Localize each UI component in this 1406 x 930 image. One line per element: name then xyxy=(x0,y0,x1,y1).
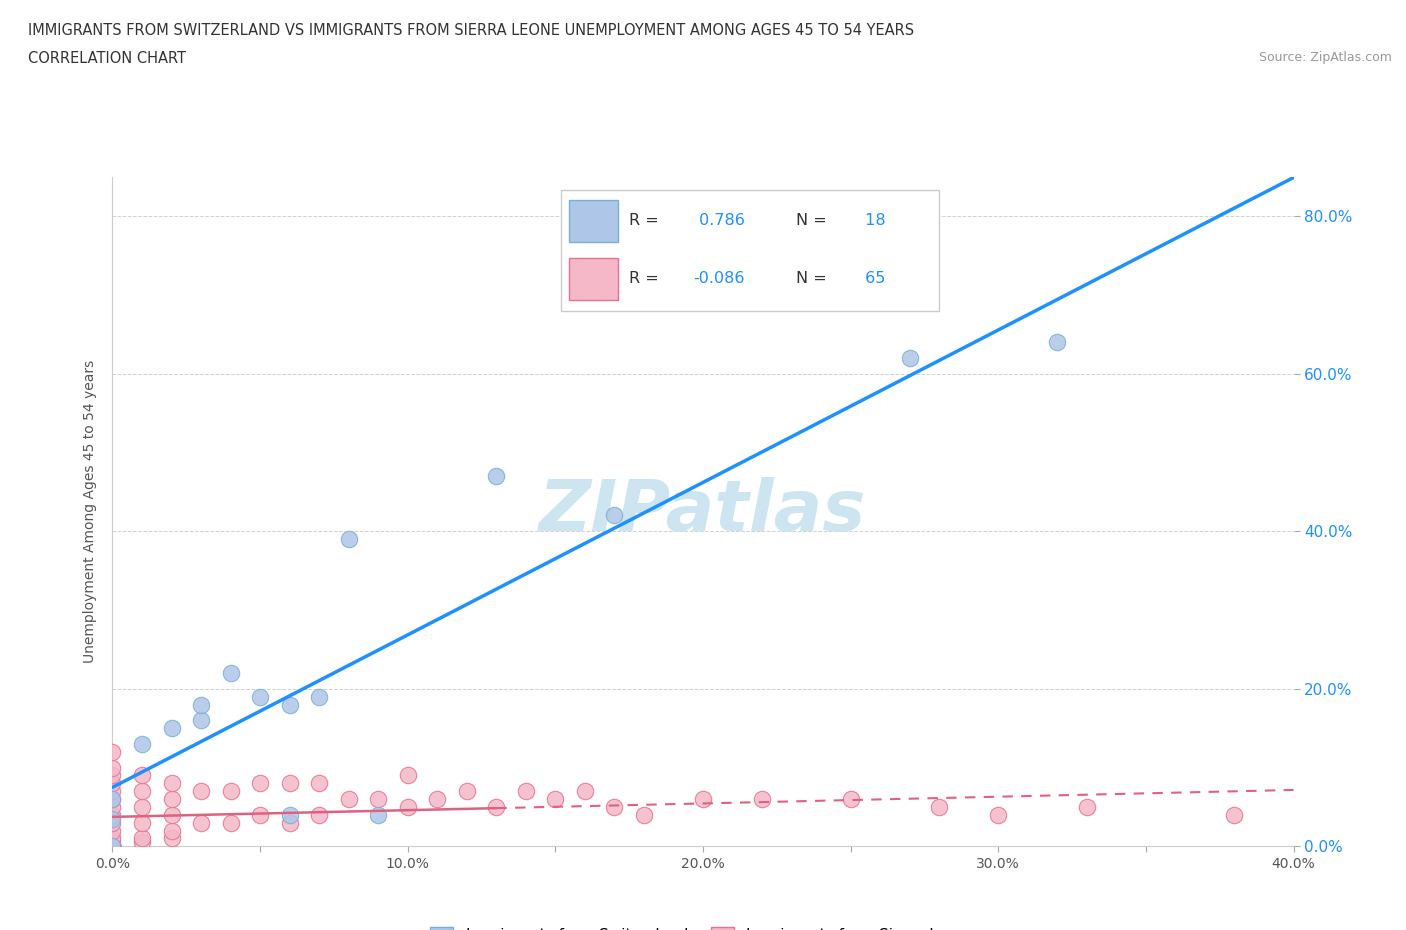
Point xyxy=(633,807,655,822)
Point xyxy=(101,839,124,854)
Point xyxy=(839,791,862,806)
Point xyxy=(485,800,508,815)
Point xyxy=(751,791,773,806)
Point xyxy=(131,784,153,799)
Point xyxy=(396,768,419,783)
Point xyxy=(308,807,330,822)
Point xyxy=(101,839,124,854)
Point xyxy=(101,839,124,854)
Point xyxy=(603,508,626,523)
Point xyxy=(603,800,626,815)
Point xyxy=(337,532,360,547)
Point xyxy=(101,791,124,806)
Point xyxy=(367,807,389,822)
Point xyxy=(101,768,124,783)
Point xyxy=(131,835,153,850)
Point xyxy=(219,666,242,681)
Point xyxy=(101,791,124,806)
Point xyxy=(278,807,301,822)
Point xyxy=(101,839,124,854)
Point xyxy=(219,784,242,799)
Text: CORRELATION CHART: CORRELATION CHART xyxy=(28,51,186,66)
Point xyxy=(160,823,183,838)
Point xyxy=(160,807,183,822)
Point xyxy=(898,351,921,365)
Point xyxy=(131,737,153,751)
Point xyxy=(160,721,183,736)
Y-axis label: Unemployment Among Ages 45 to 54 years: Unemployment Among Ages 45 to 54 years xyxy=(83,360,97,663)
Point xyxy=(249,776,271,790)
Point xyxy=(574,784,596,799)
Point xyxy=(101,839,124,854)
Point xyxy=(1223,807,1246,822)
Text: Source: ZipAtlas.com: Source: ZipAtlas.com xyxy=(1258,51,1392,64)
Point xyxy=(456,784,478,799)
Point xyxy=(101,776,124,790)
Point xyxy=(190,698,212,712)
Point xyxy=(101,800,124,815)
Point xyxy=(485,469,508,484)
Point xyxy=(308,689,330,704)
Text: IMMIGRANTS FROM SWITZERLAND VS IMMIGRANTS FROM SIERRA LEONE UNEMPLOYMENT AMONG A: IMMIGRANTS FROM SWITZERLAND VS IMMIGRANT… xyxy=(28,23,914,38)
Point xyxy=(278,698,301,712)
Point xyxy=(190,784,212,799)
Point xyxy=(101,807,124,822)
Point xyxy=(190,712,212,727)
Point xyxy=(426,791,449,806)
Point xyxy=(131,768,153,783)
Point xyxy=(101,839,124,854)
Point xyxy=(249,807,271,822)
Point xyxy=(101,811,124,826)
Point xyxy=(278,776,301,790)
Point xyxy=(131,816,153,830)
Point xyxy=(101,816,124,830)
Point xyxy=(101,823,124,838)
Legend: Immigrants from Switzerland, Immigrants from Sierra Leone: Immigrants from Switzerland, Immigrants … xyxy=(425,921,981,930)
Point xyxy=(101,784,124,799)
Point xyxy=(160,831,183,846)
Point xyxy=(101,744,124,759)
Point xyxy=(367,791,389,806)
Point xyxy=(190,816,212,830)
Point xyxy=(101,839,124,854)
Point xyxy=(692,791,714,806)
Point xyxy=(337,791,360,806)
Point xyxy=(101,839,124,854)
Point xyxy=(131,831,153,846)
Point xyxy=(219,816,242,830)
Point xyxy=(101,839,124,854)
Text: ZIPatlas: ZIPatlas xyxy=(540,477,866,546)
Point xyxy=(101,760,124,775)
Point xyxy=(308,776,330,790)
Point xyxy=(101,835,124,850)
Point xyxy=(928,800,950,815)
Point xyxy=(278,816,301,830)
Point xyxy=(987,807,1010,822)
Point xyxy=(101,839,124,854)
Point xyxy=(131,800,153,815)
Point xyxy=(1046,335,1069,350)
Point xyxy=(101,839,124,854)
Point xyxy=(544,791,567,806)
Point xyxy=(101,839,124,854)
Point xyxy=(160,791,183,806)
Point xyxy=(249,689,271,704)
Point xyxy=(101,831,124,846)
Point xyxy=(396,800,419,815)
Point xyxy=(1076,800,1098,815)
Point xyxy=(101,839,124,854)
Point xyxy=(160,776,183,790)
Point xyxy=(515,784,537,799)
Point xyxy=(101,839,124,854)
